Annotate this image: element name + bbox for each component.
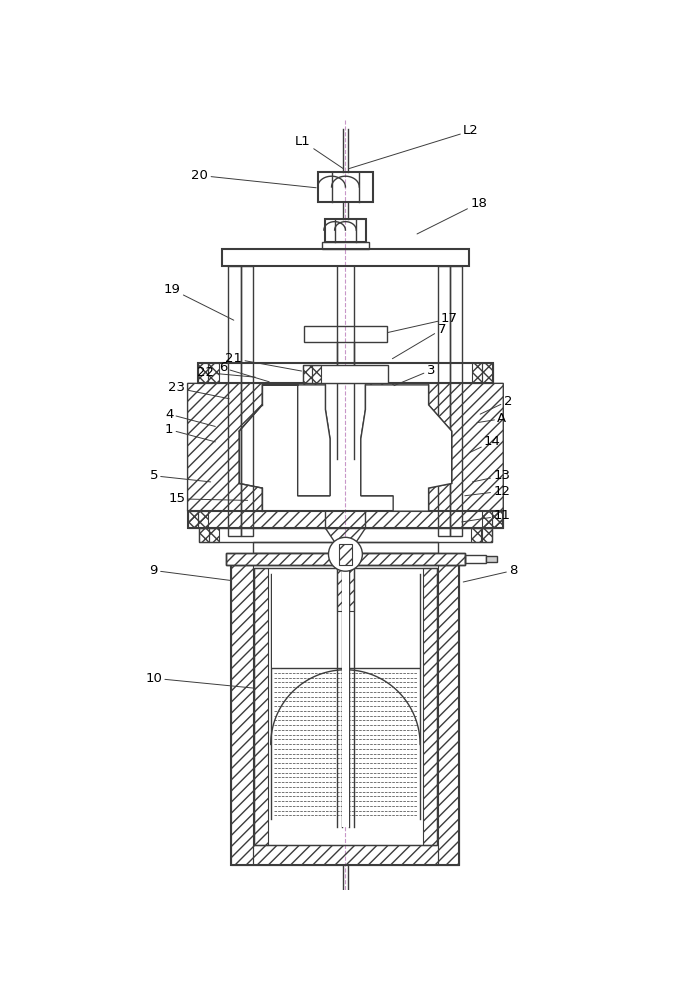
Text: 20: 20	[191, 169, 316, 188]
Bar	[438, 266, 450, 536]
Text: 10: 10	[146, 672, 255, 688]
Text: 17: 17	[388, 312, 458, 333]
Text: 4: 4	[165, 408, 215, 426]
Bar	[222, 249, 468, 266]
Text: 8: 8	[463, 564, 518, 582]
Bar	[450, 266, 462, 536]
Text: 2: 2	[480, 395, 512, 414]
Bar	[303, 365, 388, 383]
Text: 22: 22	[197, 366, 255, 379]
Text: 13: 13	[472, 469, 510, 482]
Text: 7: 7	[392, 323, 446, 359]
Bar	[241, 266, 253, 536]
Text: 6: 6	[219, 361, 269, 382]
Polygon shape	[262, 385, 330, 496]
Bar	[228, 266, 241, 536]
Bar	[197, 363, 493, 383]
Text: L1: L1	[295, 135, 343, 169]
Text: 19: 19	[164, 283, 234, 320]
Text: 23: 23	[168, 381, 229, 399]
Bar	[226, 553, 465, 565]
Text: 11: 11	[462, 509, 510, 522]
Text: L2: L2	[349, 124, 479, 169]
Bar	[253, 542, 438, 553]
Text: 3: 3	[394, 364, 435, 386]
Text: 15: 15	[168, 492, 247, 505]
Text: 1: 1	[165, 423, 215, 442]
Bar	[199, 528, 492, 542]
Text: 9: 9	[150, 564, 231, 580]
Bar	[465, 555, 487, 563]
Bar	[231, 565, 460, 865]
Text: 5: 5	[150, 469, 211, 482]
Text: 14: 14	[469, 435, 501, 453]
Bar	[272, 574, 419, 668]
Circle shape	[328, 537, 363, 571]
Bar	[254, 568, 437, 845]
Text: 12: 12	[465, 485, 510, 498]
Bar	[342, 559, 348, 827]
Bar	[325, 219, 366, 242]
Text: 21: 21	[225, 352, 301, 371]
Bar	[487, 556, 497, 562]
Text: A: A	[477, 412, 506, 425]
Polygon shape	[361, 385, 452, 511]
Bar	[226, 553, 465, 565]
Bar	[317, 172, 373, 202]
Text: 18: 18	[417, 197, 487, 234]
Bar	[304, 326, 387, 342]
Bar	[322, 242, 369, 249]
